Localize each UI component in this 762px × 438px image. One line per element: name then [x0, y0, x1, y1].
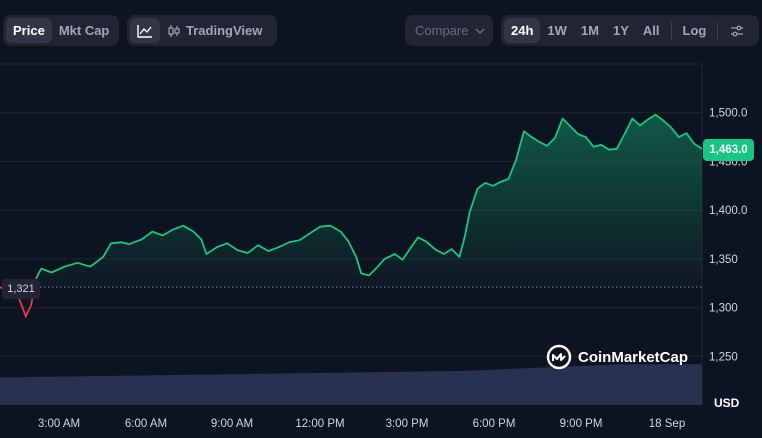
- chart-view-toggle: TradingView: [127, 15, 277, 46]
- y-tick-label: 1,250: [709, 351, 738, 363]
- current-price-tag: 1,463.0: [703, 139, 754, 161]
- volume-bars: [0, 364, 702, 405]
- tradingview-label: TradingView: [186, 23, 263, 38]
- range-24h[interactable]: 24h: [504, 18, 541, 43]
- time-range-toggle: 24h 1W 1M 1Y All Log: [501, 15, 759, 46]
- chart-settings-button[interactable]: [722, 18, 752, 43]
- compare-dropdown[interactable]: Compare: [405, 15, 493, 46]
- chevron-down-icon: [475, 27, 485, 34]
- open-price-tag: 1,321: [2, 279, 40, 299]
- range-1w[interactable]: 1W: [547, 23, 567, 38]
- coinmarketcap-watermark: CoinMarketCap: [546, 344, 688, 370]
- chart-type-toggle: Price Mkt Cap: [3, 15, 119, 46]
- y-tick-label: 1,300: [709, 303, 738, 315]
- range-1m[interactable]: 1M: [580, 23, 599, 38]
- price-area-fill: [36, 114, 703, 288]
- x-tick-label: 12:00 PM: [295, 418, 344, 430]
- x-tick-label: 3:00 AM: [38, 418, 80, 430]
- log-scale-button[interactable]: Log: [682, 23, 707, 38]
- range-1y[interactable]: 1Y: [612, 23, 629, 38]
- candlestick-icon: [168, 24, 180, 37]
- line-chart-icon: [137, 24, 152, 38]
- currency-label: USD: [714, 396, 740, 410]
- x-tick-label: 6:00 AM: [125, 418, 167, 430]
- x-tick-label: 9:00 PM: [560, 418, 603, 430]
- market-cap-tab[interactable]: Mkt Cap: [58, 23, 110, 38]
- chart-toolbar: Price Mkt Cap TradingView Compare 24h: [0, 0, 762, 60]
- compare-label: Compare: [415, 23, 469, 38]
- price-tab[interactable]: Price: [6, 18, 52, 43]
- range-all[interactable]: All: [642, 23, 660, 38]
- x-tick-label: 6:00 PM: [473, 418, 516, 430]
- toolbar-divider: [670, 21, 672, 40]
- x-tick-label: 9:00 AM: [211, 418, 253, 430]
- y-tick-label: 1,500.0: [709, 108, 747, 120]
- y-tick-label: 1,400.0: [709, 205, 747, 217]
- x-tick-label: 3:00 PM: [386, 418, 429, 430]
- coinmarketcap-logo-icon: [546, 344, 572, 370]
- watermark-label: CoinMarketCap: [578, 348, 689, 366]
- toolbar-divider: [717, 21, 719, 40]
- line-chart-button[interactable]: [130, 18, 160, 43]
- y-tick-label: 1,350: [709, 254, 738, 266]
- sliders-icon: [731, 25, 744, 36]
- x-tick-label: 18 Sep: [649, 418, 685, 430]
- tradingview-button[interactable]: TradingView: [160, 18, 269, 43]
- price-line: [35, 113, 703, 279]
- x-axis: 3:00 AM 6:00 AM 9:00 AM 12:00 PM 3:00 PM 6:00…: [38, 418, 685, 430]
